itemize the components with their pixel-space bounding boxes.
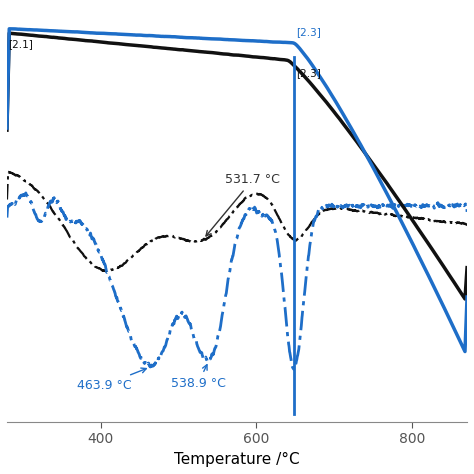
- Text: [2.3]: [2.3]: [296, 27, 321, 37]
- X-axis label: Temperature /°C: Temperature /°C: [174, 452, 300, 467]
- Text: 463.9 °C: 463.9 °C: [77, 368, 146, 392]
- Text: 531.7 °C: 531.7 °C: [206, 173, 280, 236]
- Text: 538.9 °C: 538.9 °C: [171, 365, 226, 390]
- Text: [2.3]: [2.3]: [296, 68, 321, 78]
- Text: [2.1]: [2.1]: [9, 39, 33, 49]
